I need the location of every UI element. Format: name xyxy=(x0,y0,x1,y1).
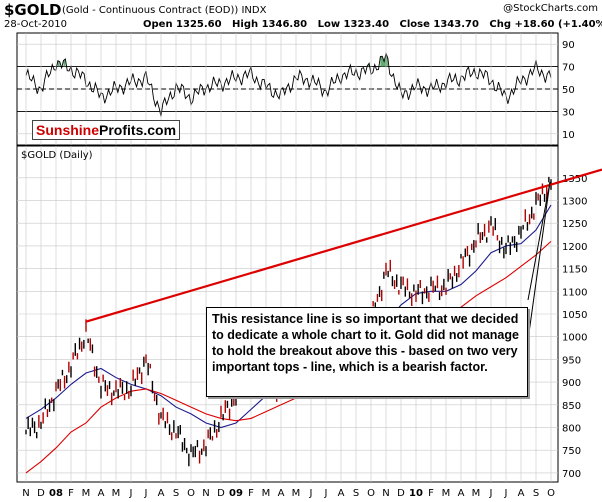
price-tick-label: 1150 xyxy=(562,265,587,276)
x-tick-label: M xyxy=(82,488,91,499)
sunshine-profits-logo: SunshineProfits.com xyxy=(32,120,181,140)
ohlc-summary: Open 1325.60 High 1346.80 Low 1323.40 Cl… xyxy=(143,19,602,30)
resistance-line xyxy=(85,168,602,323)
logo-text-sunshine: Sunshine xyxy=(36,122,100,138)
x-tick-label: M xyxy=(112,488,121,499)
x-axis: N D 08 F M A M J J A S O N D 09 F M A M J J A S O N D 10 F M A M J J A S O xyxy=(22,488,555,499)
x-tick-label: D xyxy=(217,488,225,499)
price-tick-label: 800 xyxy=(562,424,581,435)
x-tick-label: N xyxy=(202,488,209,499)
x-tick-label: J xyxy=(144,488,148,499)
x-tick-label: 10 xyxy=(409,488,423,499)
rsi-line xyxy=(25,51,552,117)
rsi-tick-label: 90 xyxy=(562,40,575,51)
rsi-tick-label: 30 xyxy=(562,107,575,118)
x-tick-label: J xyxy=(309,488,313,499)
price-tick-label: 1100 xyxy=(562,287,587,298)
price-tick-label: 1200 xyxy=(562,242,587,253)
x-tick-label: D xyxy=(397,488,405,499)
annotation-box: This resistance line is so important tha… xyxy=(206,307,528,397)
annotation-pointer xyxy=(527,181,551,301)
x-tick-label: J xyxy=(129,488,133,499)
chart-date: 28-Oct-2010 xyxy=(4,19,67,30)
x-tick-label: S xyxy=(353,488,359,499)
ma-long-line xyxy=(25,240,552,474)
x-tick-label: N xyxy=(22,488,29,499)
annotation-pointer xyxy=(527,181,551,341)
price-panel-label: $GOLD (Daily) xyxy=(21,150,93,161)
price-tick-label: 1250 xyxy=(562,219,587,230)
price-tick-label: 900 xyxy=(562,378,581,389)
x-tick-label: F xyxy=(68,488,74,499)
chart-subtitle: (Gold - Continuous Contract (EOD)) INDX xyxy=(62,5,267,16)
x-tick-label: A xyxy=(278,488,285,499)
rsi-overbought-fill xyxy=(57,60,60,67)
price-tick-label: 700 xyxy=(562,469,581,480)
x-tick-label: N xyxy=(382,488,389,499)
logo-text-profits: Profits.com xyxy=(99,122,177,138)
x-tick-label: A xyxy=(458,488,465,499)
x-tick-label: A xyxy=(518,488,525,499)
x-tick-label: S xyxy=(533,488,539,499)
x-tick-label: J xyxy=(504,488,508,499)
x-tick-label: M xyxy=(442,488,451,499)
chart-title: $GOLD xyxy=(4,1,62,19)
price-tick-label: 1050 xyxy=(562,310,587,321)
x-tick-label: J xyxy=(489,488,493,499)
x-tick-label: O xyxy=(187,488,195,499)
price-tick-label: 1300 xyxy=(562,196,587,207)
stockcharts-credit: @StockCharts.com xyxy=(503,3,598,14)
x-tick-label: M xyxy=(262,488,271,499)
price-tick-label: 750 xyxy=(562,446,581,457)
rsi-tick-label: 70 xyxy=(562,63,575,74)
x-tick-label: O xyxy=(547,488,555,499)
rsi-overbought-fill xyxy=(63,58,66,67)
x-tick-label: F xyxy=(248,488,254,499)
price-tick-label: 1350 xyxy=(562,174,587,185)
x-tick-label: O xyxy=(367,488,375,499)
x-tick-label: S xyxy=(173,488,179,499)
x-tick-label: D xyxy=(37,488,45,499)
price-tick-label: 850 xyxy=(562,401,581,412)
x-tick-label: M xyxy=(472,488,481,499)
x-tick-label: A xyxy=(98,488,105,499)
x-tick-label: 09 xyxy=(229,488,243,499)
price-tick-label: 950 xyxy=(562,355,581,366)
rsi-panel: 10 30 50 70 90 xyxy=(16,32,575,146)
rsi-tick-label: 10 xyxy=(562,130,575,141)
x-tick-label: 08 xyxy=(49,488,63,499)
x-tick-label: M xyxy=(292,488,301,499)
rsi-tick-label: 50 xyxy=(562,85,575,96)
x-tick-label: A xyxy=(158,488,165,499)
price-tick-label: 1000 xyxy=(562,333,587,344)
x-tick-label: J xyxy=(324,488,328,499)
x-tick-label: A xyxy=(338,488,345,499)
x-tick-label: F xyxy=(428,488,434,499)
